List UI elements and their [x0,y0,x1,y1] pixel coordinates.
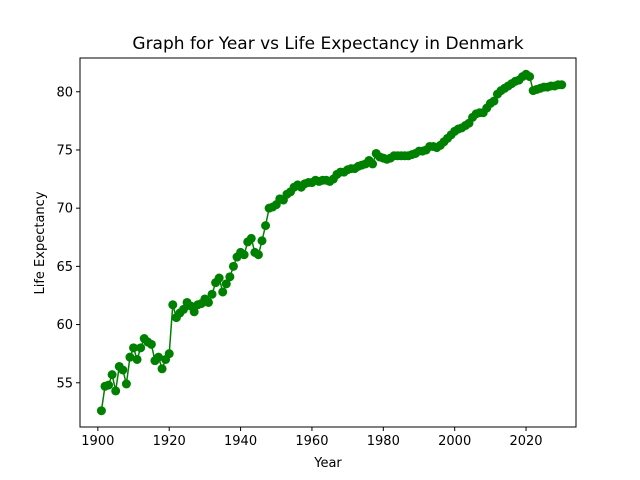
data-point [168,300,178,310]
data-point [253,250,263,260]
chart-title: Graph for Year vs Life Expectancy in Den… [132,34,523,54]
x-tick-label: 1980 [367,434,400,449]
data-point [121,379,131,389]
x-axis-ticks: 1900 1920 1940 1960 1980 2000 2020 [81,427,543,449]
data-point [132,354,142,364]
data-point [228,261,238,271]
data-point [136,343,146,353]
data-point [246,233,256,243]
data-point [257,236,267,246]
x-tick-label: 1940 [224,434,257,449]
x-tick-label: 2000 [438,434,471,449]
y-tick-label: 55 [56,376,73,391]
data-point [118,365,128,375]
x-tick-label: 1920 [153,434,186,449]
data-point [125,352,135,362]
x-axis-label: Year [313,456,342,471]
data-point [368,159,378,169]
y-axis-label: Life Expectancy [33,191,48,294]
data-point [207,289,217,299]
y-tick-label: 75 [56,143,73,158]
y-axis-ticks: 55 60 65 70 75 80 [56,85,80,391]
y-tick-label: 65 [56,260,73,275]
data-point [189,307,199,317]
data-point [96,406,106,416]
data-point [107,370,117,380]
x-tick-label: 1900 [81,434,114,449]
data-point [225,272,235,282]
data-point [557,80,567,90]
data-point [111,386,121,396]
data-point [164,349,174,359]
data-point [218,287,228,297]
x-tick-label: 2020 [509,434,542,449]
data-point [214,273,224,283]
data-point [178,304,188,314]
y-tick-label: 70 [56,202,73,217]
x-tick-label: 1960 [295,434,328,449]
data-point [221,279,231,289]
data-point [154,352,163,362]
data-point [146,339,156,349]
data-point [203,297,213,307]
series-layer [96,69,567,416]
data-point [261,221,271,231]
data-point [525,72,535,82]
data-point [157,364,167,374]
data-point [129,343,139,353]
y-tick-label: 80 [56,85,73,100]
y-tick-label: 60 [56,318,73,333]
data-point [104,380,114,390]
plot-area: 1900 1920 1940 1960 1980 2000 2020 55 60 65 70 75 8… [56,57,577,449]
data-point [239,250,249,260]
data-point [489,96,499,106]
axes-frame [79,57,577,428]
